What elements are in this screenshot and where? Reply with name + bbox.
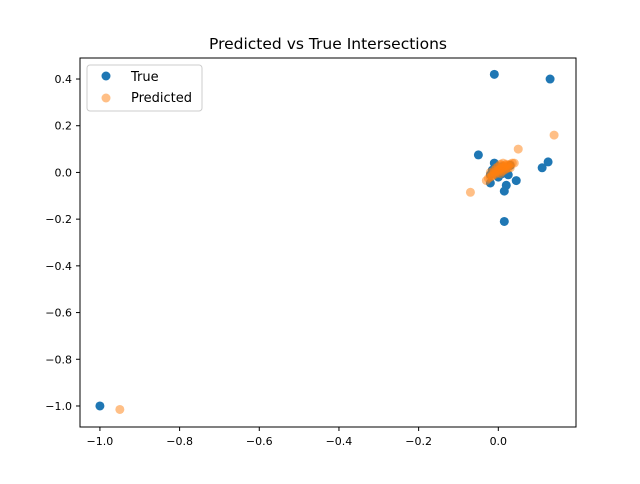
data-point-true: [511, 176, 521, 186]
legend-box: [86, 64, 203, 112]
data-point-predicted: [513, 144, 523, 154]
legend: True Predicted: [86, 64, 203, 112]
data-point-predicted: [549, 130, 559, 140]
data-point-true: [537, 163, 547, 173]
data-point-predicted: [498, 158, 508, 168]
data-point-true: [489, 69, 499, 79]
data-point-predicted: [115, 404, 125, 414]
data-point-true: [499, 186, 509, 196]
data-point-true: [499, 216, 509, 226]
x-tick-label: 0.0: [490, 435, 508, 448]
data-point-true: [543, 157, 553, 167]
data-point-true: [95, 401, 105, 411]
legend-label-true: True: [130, 70, 159, 85]
x-tick-label: −1.0: [87, 435, 114, 448]
chart-title: Predicted vs True Intersections: [209, 35, 447, 53]
x-axis: −1.0 −0.8 −0.6 −0.4 −0.2 0.0: [87, 427, 508, 448]
y-tick-label: −0.4: [45, 260, 72, 273]
x-tick-label: −0.6: [246, 435, 273, 448]
y-tick-label: 0.2: [55, 120, 73, 133]
y-tick-label: 0.4: [55, 73, 73, 86]
legend-label-predicted: Predicted: [131, 91, 192, 106]
data-point-predicted: [465, 187, 475, 197]
x-tick-label: −0.2: [405, 435, 432, 448]
data-point-true: [545, 74, 555, 84]
y-tick-label: −0.2: [45, 213, 72, 226]
points-layer: [95, 69, 559, 414]
y-tick-label: −1.0: [45, 400, 72, 413]
plot-frame: [79, 57, 577, 428]
x-tick-label: −0.8: [166, 435, 193, 448]
x-tick-label: −0.4: [326, 435, 353, 448]
y-tick-label: 0.0: [55, 166, 73, 179]
data-point-true: [473, 150, 483, 160]
data-point-predicted: [505, 163, 515, 173]
y-tick-label: −0.8: [45, 353, 72, 366]
legend-marker-true: [101, 71, 111, 81]
legend-marker-predicted: [101, 93, 111, 103]
y-tick-label: −0.6: [45, 307, 72, 320]
data-point-predicted: [490, 169, 500, 179]
y-axis: 0.4 0.2 0.0 −0.2 −0.4 −0.6 −0.8 −1.0: [45, 73, 80, 413]
